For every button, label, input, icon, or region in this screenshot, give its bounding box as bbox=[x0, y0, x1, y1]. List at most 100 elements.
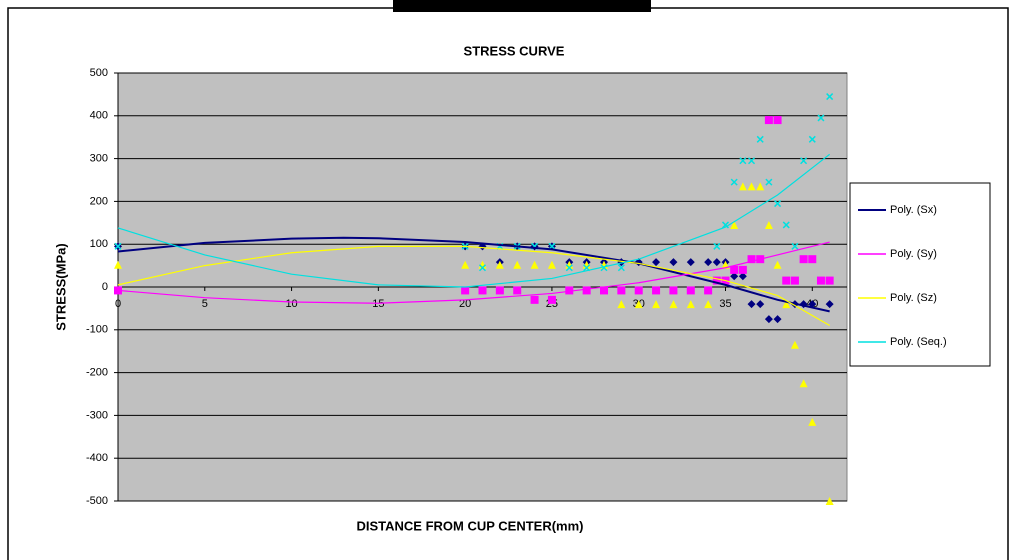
point bbox=[808, 417, 817, 426]
x-tick-label: 10 bbox=[285, 298, 297, 310]
point bbox=[738, 272, 747, 281]
point bbox=[461, 286, 470, 295]
point bbox=[704, 300, 713, 309]
point bbox=[747, 255, 756, 264]
point bbox=[686, 258, 695, 267]
legend-label: Poly. (Seq.) bbox=[890, 336, 947, 348]
y-axis-label: STRESS(MPa) bbox=[53, 243, 68, 330]
x-tick-label: 35 bbox=[719, 298, 731, 310]
point bbox=[756, 300, 765, 309]
trendline bbox=[117, 245, 830, 327]
point bbox=[669, 300, 678, 309]
point bbox=[530, 295, 539, 304]
point bbox=[808, 135, 816, 143]
point bbox=[513, 260, 522, 269]
y-tick-label: 300 bbox=[90, 153, 108, 165]
point bbox=[478, 264, 487, 272]
x-tick-label: 0 bbox=[115, 298, 121, 310]
x-tick-label: 5 bbox=[202, 298, 208, 310]
point bbox=[808, 255, 817, 264]
point bbox=[713, 242, 721, 250]
point bbox=[764, 220, 773, 229]
point bbox=[712, 258, 721, 267]
x-tick-label: 15 bbox=[372, 298, 384, 310]
point bbox=[730, 220, 739, 229]
trendline bbox=[117, 236, 830, 313]
y-tick-label: 400 bbox=[90, 110, 108, 122]
point bbox=[825, 276, 834, 285]
point bbox=[790, 340, 799, 349]
point bbox=[617, 264, 625, 272]
point bbox=[773, 116, 782, 125]
legend-label: Poly. (Sy) bbox=[890, 248, 937, 260]
point bbox=[652, 258, 661, 267]
point bbox=[800, 157, 808, 165]
y-tick-label: 100 bbox=[90, 238, 108, 250]
x-axis-label: DISTANCE FROM CUP CENTER(mm) bbox=[356, 518, 583, 533]
point bbox=[478, 286, 487, 295]
point bbox=[461, 260, 470, 269]
point bbox=[816, 276, 825, 285]
point bbox=[782, 300, 791, 309]
point bbox=[114, 242, 122, 250]
point bbox=[799, 255, 808, 264]
point bbox=[790, 276, 799, 285]
y-tick-label: -100 bbox=[86, 324, 108, 336]
point bbox=[774, 200, 782, 208]
point bbox=[704, 286, 713, 295]
point bbox=[730, 178, 738, 186]
point bbox=[513, 286, 522, 295]
y-tick-label: -400 bbox=[86, 452, 108, 464]
point bbox=[826, 93, 834, 101]
point bbox=[495, 286, 504, 295]
point bbox=[547, 260, 556, 269]
point bbox=[791, 242, 799, 250]
point bbox=[825, 300, 834, 309]
y-tick-label: -200 bbox=[86, 367, 108, 379]
point bbox=[704, 258, 713, 267]
header-bar bbox=[393, 0, 651, 12]
point bbox=[764, 116, 773, 125]
point bbox=[773, 315, 782, 324]
point bbox=[617, 300, 626, 309]
point bbox=[748, 157, 756, 165]
point bbox=[617, 286, 626, 295]
point bbox=[799, 379, 808, 388]
legend bbox=[849, 182, 991, 367]
point bbox=[817, 114, 825, 122]
point bbox=[747, 182, 756, 191]
point bbox=[652, 286, 661, 295]
point bbox=[600, 286, 608, 295]
point bbox=[721, 221, 730, 229]
point bbox=[756, 135, 764, 143]
y-tick-label: 500 bbox=[90, 67, 108, 79]
point bbox=[765, 178, 773, 186]
y-tick-label: -500 bbox=[86, 495, 108, 507]
legend-label: Poly. (Sx) bbox=[890, 204, 937, 216]
point bbox=[495, 260, 504, 269]
point bbox=[669, 258, 678, 267]
chart-title: STRESS CURVE bbox=[464, 43, 565, 58]
point bbox=[825, 497, 834, 505]
point bbox=[730, 272, 739, 281]
point bbox=[782, 276, 791, 285]
point bbox=[773, 260, 782, 269]
point bbox=[686, 286, 695, 295]
point bbox=[739, 157, 747, 165]
point bbox=[565, 264, 573, 272]
point bbox=[738, 182, 747, 191]
y-tick-label: -300 bbox=[86, 409, 108, 421]
point bbox=[652, 300, 661, 309]
legend-label: Poly. (Sz) bbox=[890, 292, 937, 304]
point bbox=[547, 295, 556, 304]
point bbox=[530, 260, 539, 269]
point bbox=[600, 264, 608, 272]
point bbox=[634, 286, 643, 295]
x-tick-label: 20 bbox=[459, 298, 471, 310]
point bbox=[782, 221, 790, 229]
point bbox=[634, 300, 643, 309]
point bbox=[730, 265, 739, 274]
point bbox=[747, 300, 756, 309]
point bbox=[764, 315, 773, 324]
